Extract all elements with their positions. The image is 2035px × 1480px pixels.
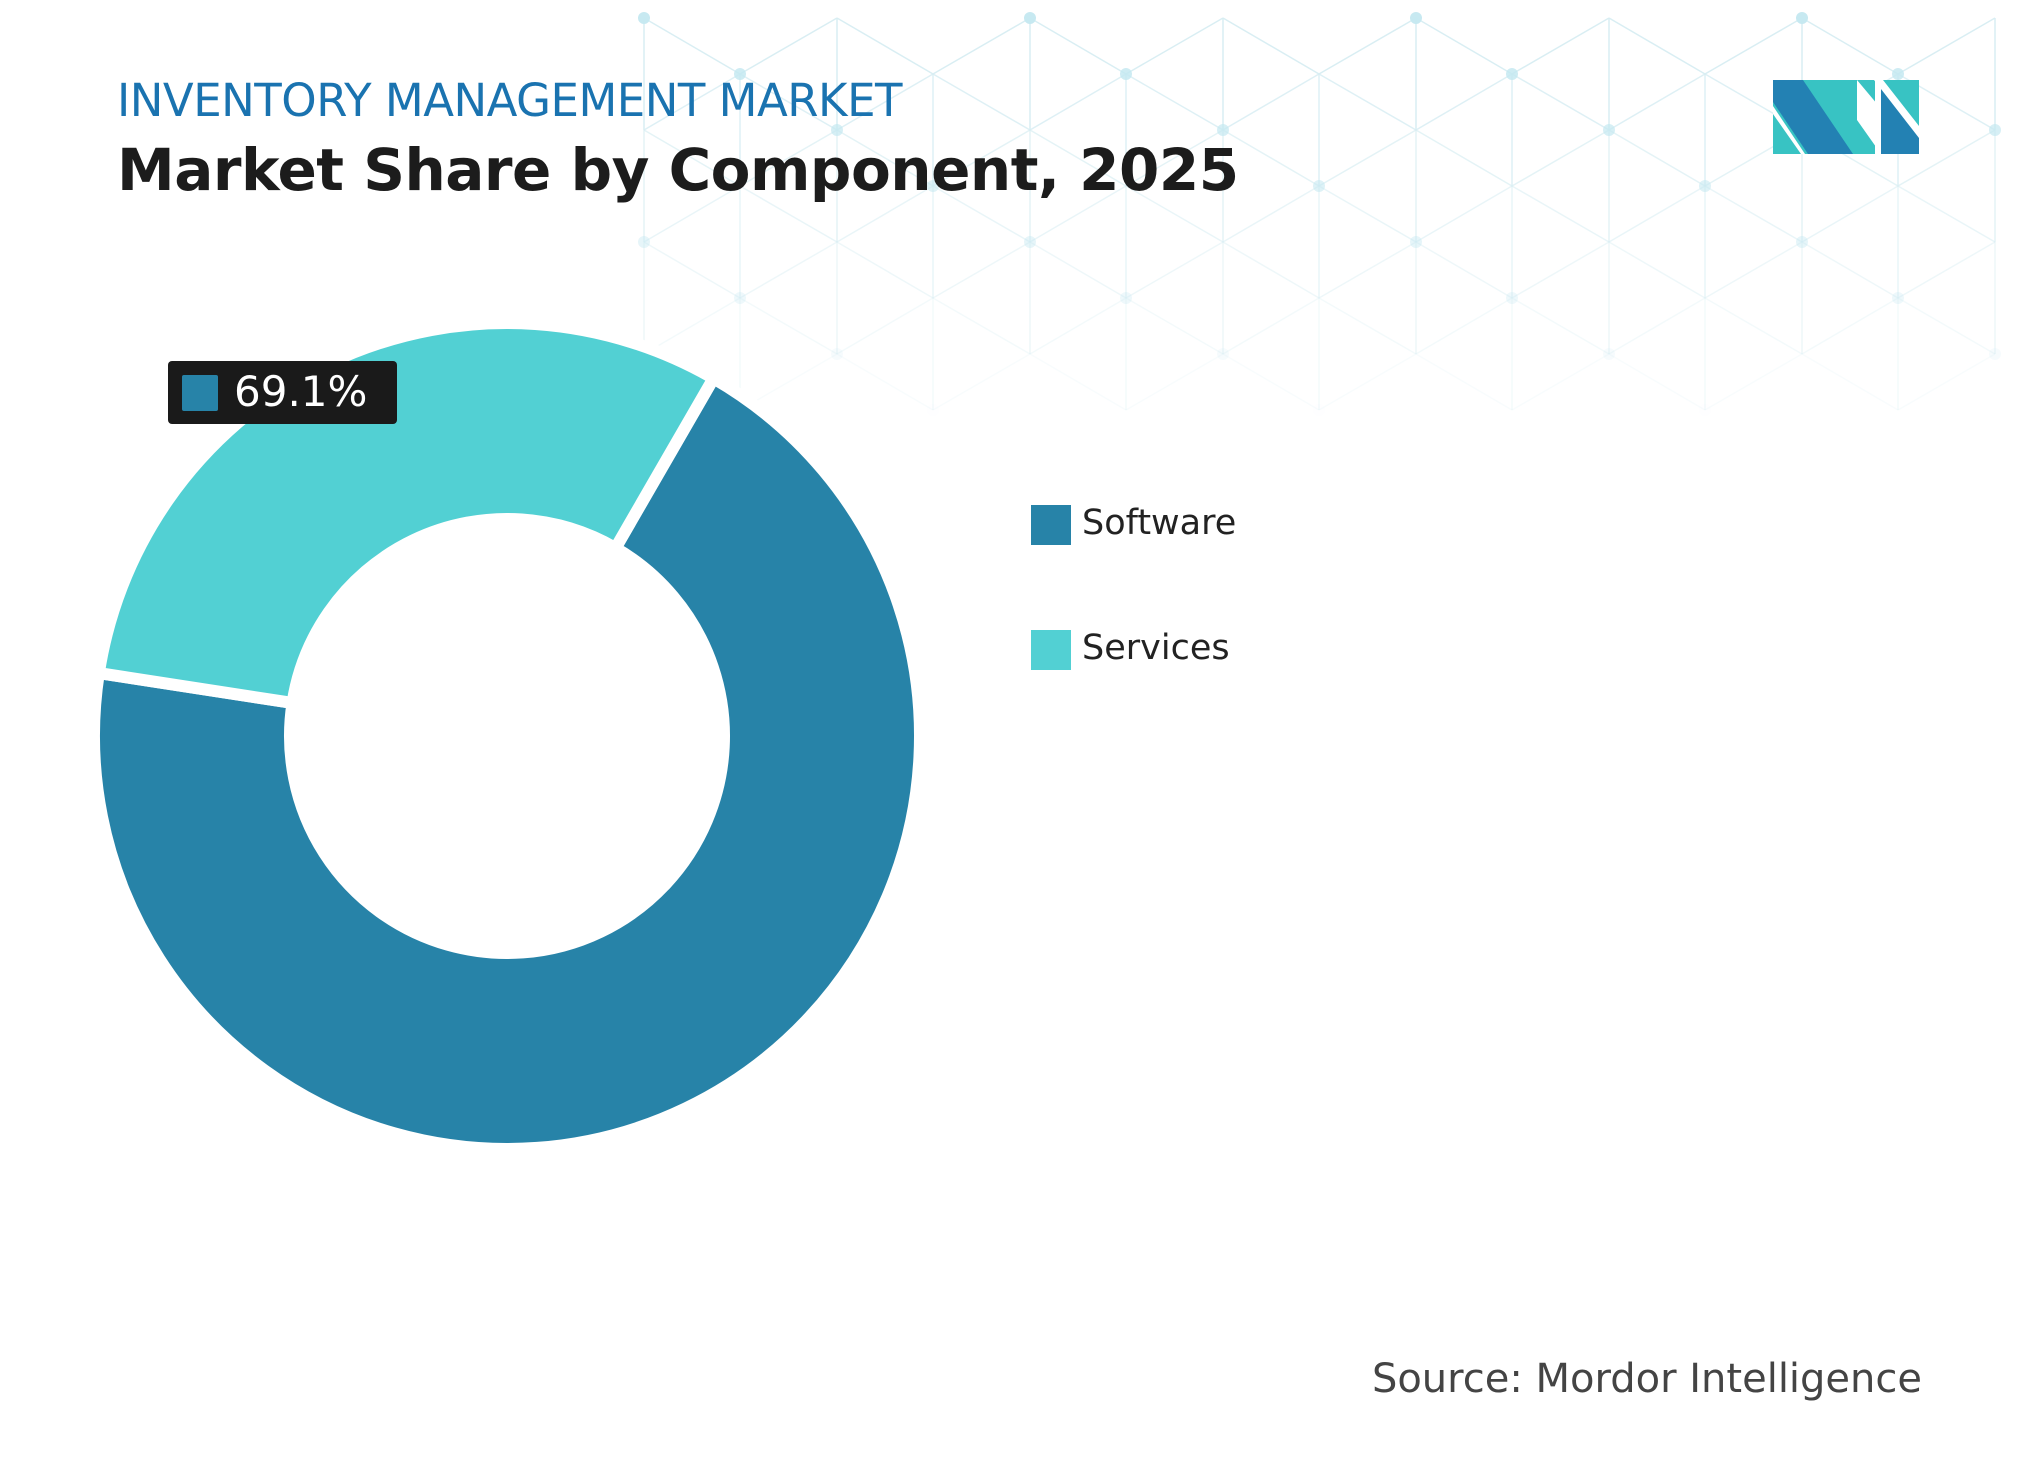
pattern-dot <box>1892 68 1904 80</box>
pattern-dot <box>1892 292 1904 304</box>
pattern-dot <box>638 12 650 24</box>
pattern-dot <box>1120 68 1132 80</box>
data-label-swatch <box>182 375 218 411</box>
pattern-dot <box>1699 180 1711 192</box>
legend-label-software: Software <box>1082 503 1237 543</box>
pattern-dot <box>1120 292 1132 304</box>
pattern-dot <box>1410 12 1422 24</box>
pattern-dot <box>1603 348 1615 360</box>
legend-label-services: Services <box>1082 628 1230 668</box>
pattern-dot <box>831 348 843 360</box>
pattern-dot <box>1506 292 1518 304</box>
pattern-dot <box>1989 124 2001 136</box>
source-note: Source: Mordor Intelligence <box>1371 1356 1922 1402</box>
pattern-dot <box>734 68 746 80</box>
legend-swatch-software <box>1031 505 1071 545</box>
pattern-dot <box>927 180 939 192</box>
chart-kicker: INVENTORY MANAGEMENT MARKET <box>117 74 903 127</box>
pattern-dot <box>638 236 650 248</box>
pattern-dot <box>1024 236 1036 248</box>
data-label-text: 69.1% <box>234 367 368 416</box>
legend-swatch-services <box>1031 630 1071 670</box>
data-label-software: 69.1% <box>168 361 397 424</box>
pattern-dot <box>1313 180 1325 192</box>
mordor-logo <box>1773 80 1919 154</box>
pattern-dot <box>831 124 843 136</box>
pattern-dot <box>1410 236 1422 248</box>
pattern-dot <box>1989 348 2001 360</box>
chart-title: Market Share by Component, 2025 <box>117 136 1239 204</box>
pattern-dot <box>1796 236 1808 248</box>
pattern-dot <box>1603 124 1615 136</box>
pattern-dot <box>1217 124 1229 136</box>
pattern-dot <box>1506 68 1518 80</box>
pattern-dot <box>1796 12 1808 24</box>
pattern-dot <box>1024 12 1036 24</box>
donut-slice-software <box>88 370 926 1155</box>
pattern-dot <box>734 292 746 304</box>
pattern-dot <box>1217 348 1229 360</box>
